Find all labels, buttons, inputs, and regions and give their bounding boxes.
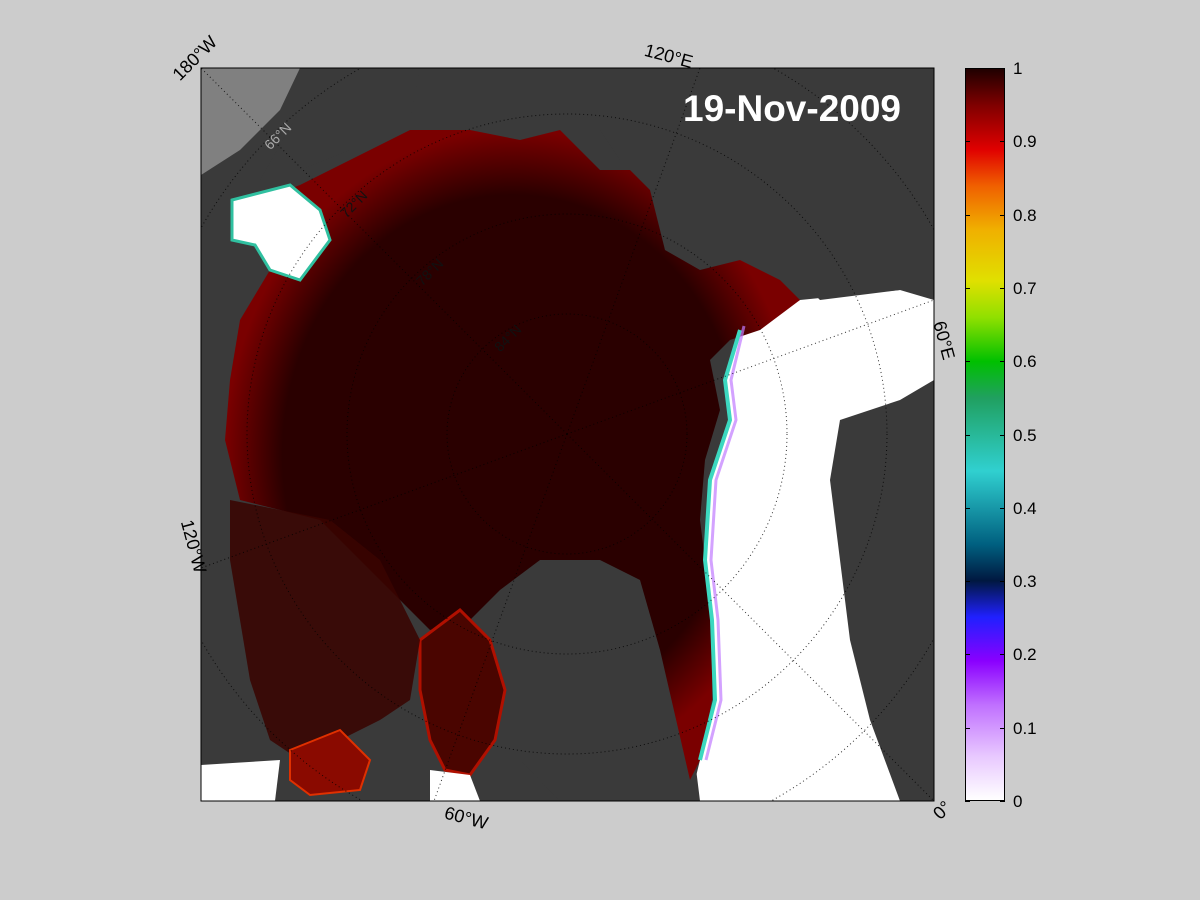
colorbar	[965, 68, 1005, 801]
colorbar-tick-mark	[1000, 214, 1005, 216]
colorbar-tick-label: 0.3	[1013, 572, 1037, 592]
colorbar-tick-mark	[965, 68, 970, 69]
colorbar-tick-label: 0.5	[1013, 425, 1037, 445]
colorbar-tick-mark	[1000, 581, 1005, 583]
davis-open-water	[430, 770, 480, 801]
date-label: 19-Nov-2009	[683, 88, 902, 129]
greenland-land	[480, 560, 700, 801]
colorbar-tick-mark	[1000, 68, 1005, 69]
siberia-land	[600, 68, 934, 300]
hudson-ice	[289, 728, 372, 797]
colorbar-tick-mark	[1000, 141, 1005, 143]
colorbar-tick-mark	[965, 287, 970, 289]
ice-edge-atlantic	[698, 329, 742, 761]
colorbar-tick-mark	[965, 801, 970, 802]
labrador-open-water	[201, 760, 280, 801]
colorbar-tick-mark	[965, 214, 970, 216]
ice-pack	[225, 130, 800, 780]
ice-edge-atlantic-inner	[704, 325, 746, 761]
colorbar-tick-label: 0.2	[1013, 645, 1037, 665]
colorbar-tick-mark	[965, 434, 970, 436]
colorbar-tick-mark	[1000, 507, 1005, 509]
baffin-bay-ice	[418, 608, 507, 777]
colorbar-tick-mark	[1000, 801, 1005, 802]
colorbar-tick-mark	[965, 361, 970, 363]
colorbar-tick-label: 0.1	[1013, 718, 1037, 738]
colorbar-tick-label: 0.9	[1013, 132, 1037, 152]
scandinavia-land	[830, 380, 934, 801]
colorbar-tick-mark	[965, 507, 970, 509]
colorbar-tick-label: 0	[1013, 792, 1023, 811]
outer-land-region	[201, 68, 300, 175]
colorbar-tick-label: 0.8	[1013, 205, 1037, 225]
bering-open-water	[230, 183, 332, 282]
colorbar-tick-mark	[965, 727, 970, 729]
colorbar-tick-label: 1	[1013, 59, 1023, 78]
colorbar-tick-label: 0.6	[1013, 352, 1037, 372]
colorbar-tick-mark	[1000, 654, 1005, 656]
alaska-land	[260, 68, 420, 180]
colorbar-tick-mark	[1000, 361, 1005, 363]
colorbar-tick-mark	[965, 654, 970, 656]
colorbar-tick-mark	[965, 581, 970, 583]
colorbar-tick-mark	[1000, 434, 1005, 436]
colorbar-tick-mark	[1000, 727, 1005, 729]
colorbar-tick-mark	[965, 141, 970, 143]
colorbar-tick-mark	[1000, 287, 1005, 289]
colorbar-tick-label: 0.4	[1013, 498, 1037, 518]
colorbar-tick-label: 0.7	[1013, 278, 1037, 298]
archipelago-ice	[230, 500, 420, 760]
